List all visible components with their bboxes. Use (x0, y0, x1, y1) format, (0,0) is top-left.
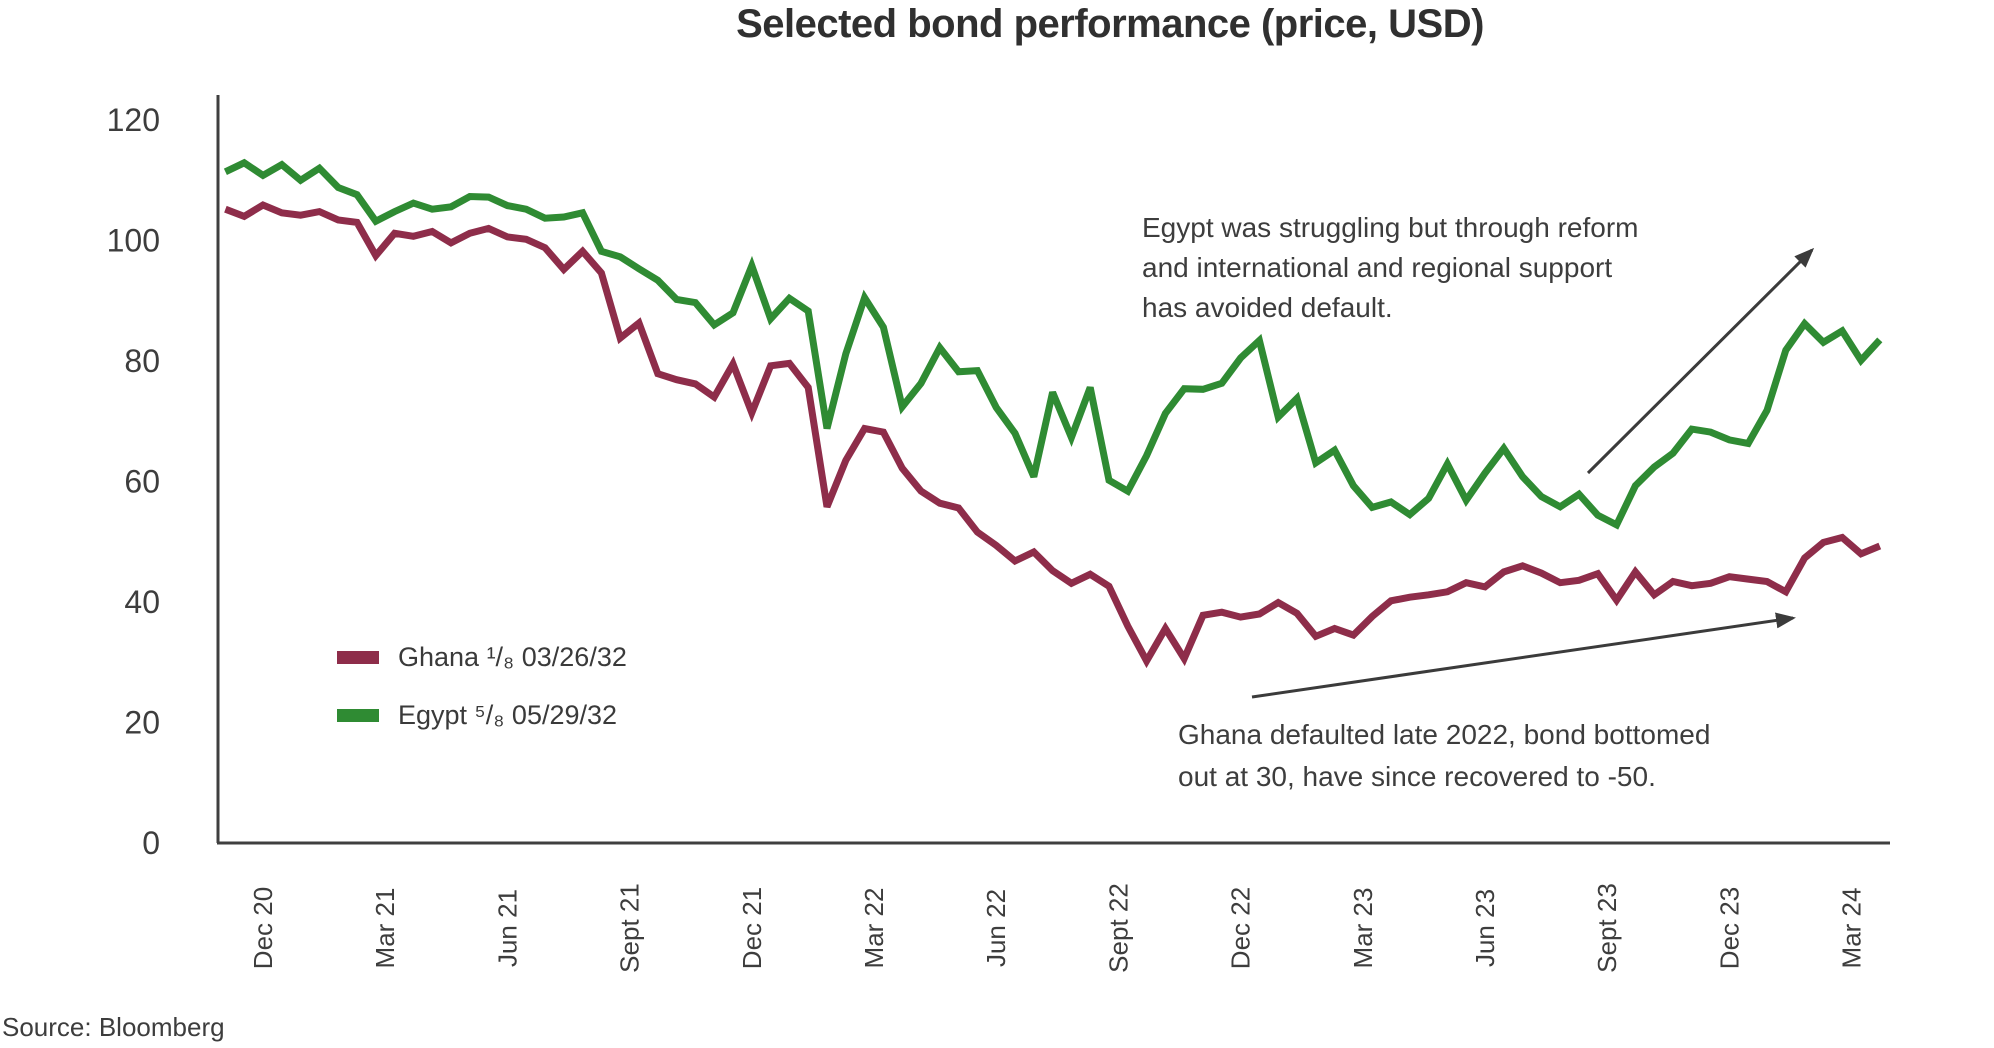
y-tick-label: 40 (124, 584, 160, 620)
chart-title: Selected bond performance (price, USD) (736, 2, 1484, 46)
series-line-egypt (223, 158, 1883, 530)
egypt-annotation-line: and international and regional support (1142, 252, 1613, 283)
ghana-recovery-arrow (1251, 612, 1796, 699)
egypt-recovery-arrow (1586, 247, 1815, 475)
y-tick-label: 0 (142, 825, 160, 861)
x-tick-label: Sept 23 (1592, 883, 1622, 973)
x-tick-label: Dec 20 (248, 887, 278, 969)
legend-swatch-ghana (337, 650, 379, 664)
legend-label-egypt: Egypt ⁵/₈ 05/29/32 (398, 699, 618, 730)
legend-label-ghana: Ghana ¹/₈ 03/26/32 (398, 641, 627, 672)
x-tick-label: Mar 22 (859, 888, 889, 969)
legend-item-egypt: Egypt ⁵/₈ 05/29/32 (337, 686, 627, 744)
y-tick-label: 20 (124, 705, 160, 741)
legend-swatch-egypt (337, 708, 379, 722)
x-tick-label: Dec 22 (1226, 887, 1256, 969)
x-tick-label: Jun 23 (1470, 889, 1500, 967)
ghana-annotation-line: Ghana defaulted late 2022, bond bottomed (1178, 719, 1711, 750)
x-tick-label: Dec 21 (737, 887, 767, 969)
series-line-ghana (224, 201, 1882, 669)
x-tick-label: Sept 22 (1103, 883, 1133, 973)
x-tick-label: Dec 23 (1714, 887, 1744, 969)
egypt-annotation-line: has avoided default. (1142, 292, 1393, 323)
x-tick-label: Sept 21 (615, 883, 645, 973)
series-lines (223, 158, 1883, 669)
y-tick-label: 120 (107, 102, 160, 138)
x-tick-label: Jun 21 (492, 889, 522, 967)
y-tick-label: 80 (124, 343, 160, 379)
x-tick-label: Mar 21 (370, 888, 400, 969)
legend-item-ghana: Ghana ¹/₈ 03/26/32 (337, 628, 627, 686)
x-tick-label: Mar 23 (1348, 888, 1378, 969)
x-axis-tick-labels: Dec 20 Mar 21 Jun 21 Sept 21 Dec 21 Mar 22 Jun… (248, 883, 1867, 973)
ghana-annotation-line: out at 30, have since recovered to -50. (1178, 761, 1656, 792)
x-tick-label: Mar 24 (1837, 888, 1867, 969)
chart-legend: Ghana ¹/₈ 03/26/32 Egypt ⁵/₈ 05/29/32 (337, 628, 627, 744)
y-axis-tick-labels: 0 20 40 60 80 100 120 (107, 102, 160, 861)
y-tick-label: 100 (107, 223, 160, 259)
x-tick-label: Jun 22 (981, 889, 1011, 967)
egypt-annotation-line: Egypt was struggling but through reform (1142, 212, 1639, 243)
y-tick-label: 60 (124, 464, 160, 500)
ghana-annotation: Ghana defaulted late 2022, bond bottomed… (1178, 714, 1710, 798)
source-note: Source: Bloomberg (2, 1012, 225, 1042)
egypt-annotation: Egypt was struggling but through reform … (1142, 208, 1638, 328)
